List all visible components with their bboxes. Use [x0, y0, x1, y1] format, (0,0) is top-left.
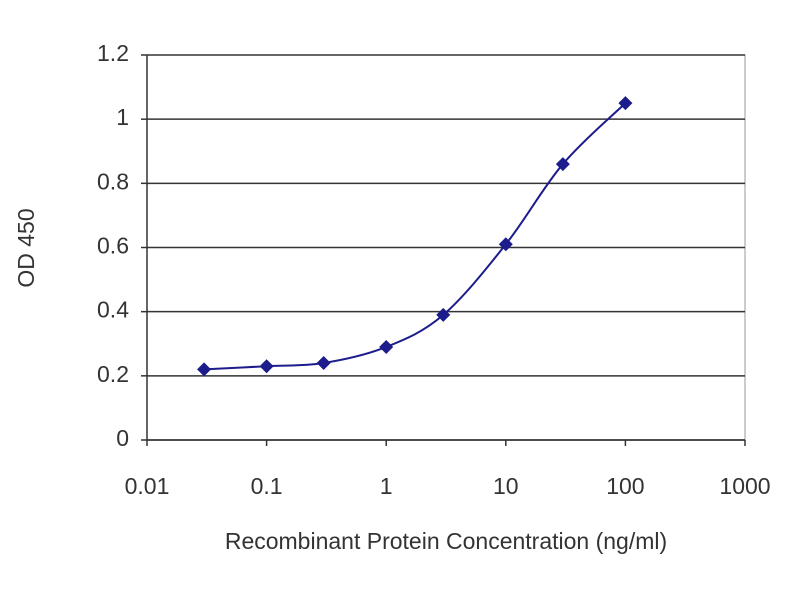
y-tick-label: 1.2 — [97, 40, 129, 66]
y-tick-label: 0.2 — [97, 361, 129, 387]
data-point — [555, 157, 570, 172]
x-axis-label: Recombinant Protein Concentration (ng/ml… — [225, 528, 667, 554]
y-tick-label: 0.8 — [97, 168, 129, 194]
y-tick-label: 0.4 — [97, 297, 129, 323]
y-tick-label: 0.6 — [97, 233, 129, 259]
data-point — [379, 339, 394, 354]
y-axis-label: OD 450 — [13, 208, 39, 287]
x-tick-label: 0.01 — [125, 473, 170, 499]
data-point — [259, 359, 274, 374]
x-tick-label: 10 — [493, 473, 519, 499]
data-point — [618, 96, 633, 111]
x-tick-label: 1 — [380, 473, 393, 499]
data-point — [197, 362, 212, 377]
data-point — [316, 356, 331, 370]
y-tick-label: 1 — [116, 104, 129, 130]
data-point — [436, 307, 451, 322]
x-tick-label: 0.1 — [251, 473, 283, 499]
x-tick-label: 100 — [606, 473, 644, 499]
data-point — [498, 237, 513, 252]
y-tick-label: 0 — [116, 425, 129, 451]
x-tick-label: 1000 — [719, 473, 770, 499]
